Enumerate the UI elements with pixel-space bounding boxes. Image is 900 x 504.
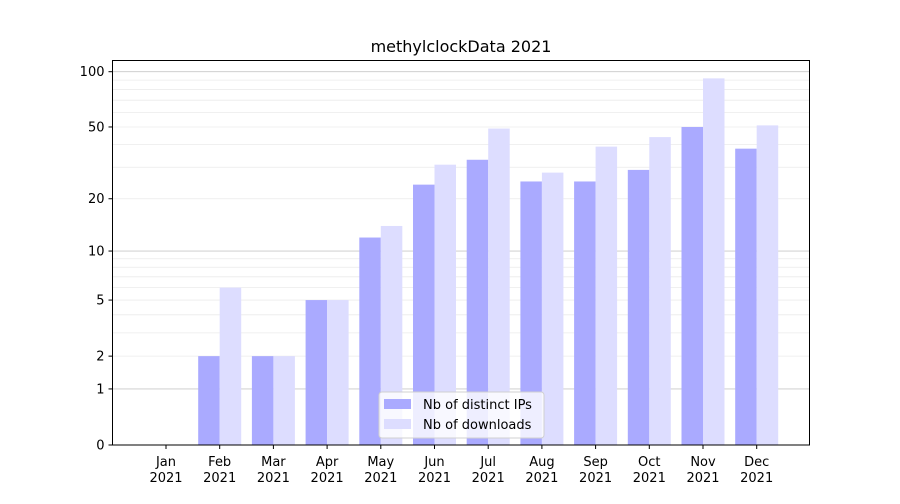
y-tick-label: 1 (96, 382, 104, 397)
x-tick-label: Feb (208, 455, 231, 470)
x-tick-label: May (367, 455, 394, 470)
legend-box (378, 391, 545, 439)
bar-downloads (488, 128, 510, 445)
x-tick-label: Jan (155, 455, 176, 470)
bar-downloads (273, 356, 295, 445)
bar-distinct-ips (198, 356, 220, 445)
legend-label: Nb of distinct IPs (423, 398, 532, 413)
bar-distinct-ips (627, 169, 650, 445)
bar-distinct-ips (520, 181, 542, 445)
bar-downloads (649, 137, 671, 445)
x-tick-label: Dec (744, 455, 769, 470)
x-tick-label: Jul (479, 455, 496, 470)
y-tick-label: 5 (96, 294, 104, 309)
x-tick-label: 2021 (525, 471, 558, 486)
y-tick-label: 100 (80, 65, 105, 80)
bar-downloads (380, 225, 403, 445)
bar-downloads (219, 287, 242, 445)
bar-downloads (327, 300, 349, 445)
x-tick-label: 2021 (686, 471, 719, 486)
bar-distinct-ips (466, 159, 489, 445)
bar-distinct-ips (413, 184, 435, 445)
y-tick-label: 0 (96, 439, 104, 454)
bar-distinct-ips (681, 126, 703, 446)
x-tick-label: Aug (529, 455, 554, 470)
x-tick-label: 2021 (472, 471, 505, 486)
bar-downloads (541, 172, 564, 445)
bar-downloads (756, 125, 779, 446)
bar-downloads (434, 164, 456, 445)
x-tick-label: 2021 (633, 471, 666, 486)
bar-downloads (595, 146, 618, 446)
legend: Nb of distinct IPs Nb of downloads (378, 391, 545, 439)
x-tick-label: 2021 (740, 471, 773, 486)
x-tick-label: 2021 (364, 471, 397, 486)
y-tick-label: 20 (88, 192, 105, 207)
chart-title: methylclockData 2021 (371, 37, 552, 56)
legend-swatch (384, 419, 411, 429)
x-tick-label: Sep (583, 455, 608, 470)
bar-distinct-ips (305, 300, 328, 445)
x-tick-label: Mar (261, 455, 286, 470)
x-tick-label: Jun (423, 455, 444, 470)
bar-distinct-ips (251, 356, 274, 445)
x-tick-label: Nov (690, 455, 716, 470)
x-tick-label: 2021 (311, 471, 344, 486)
y-tick-label: 50 (88, 120, 105, 135)
x-tick-label: Oct (638, 455, 660, 470)
x-tick-label: 2021 (149, 471, 182, 486)
plot-frame (112, 60, 810, 446)
x-tick-label: 2021 (257, 471, 290, 486)
bar-distinct-ips (735, 148, 757, 445)
bar-distinct-ips (574, 181, 596, 445)
x-tick-label: 2021 (418, 471, 451, 486)
x-tick-label: Apr (316, 455, 339, 470)
y-tick-label: 10 (88, 245, 105, 260)
bar-downloads (703, 78, 725, 445)
bar-distinct-ips (359, 237, 381, 445)
x-tick-label: 2021 (203, 471, 236, 486)
y-tick-label: 2 (96, 350, 104, 365)
legend-label: Nb of downloads (423, 418, 532, 433)
x-tick-label: 2021 (579, 471, 612, 486)
legend-swatch (384, 399, 411, 409)
